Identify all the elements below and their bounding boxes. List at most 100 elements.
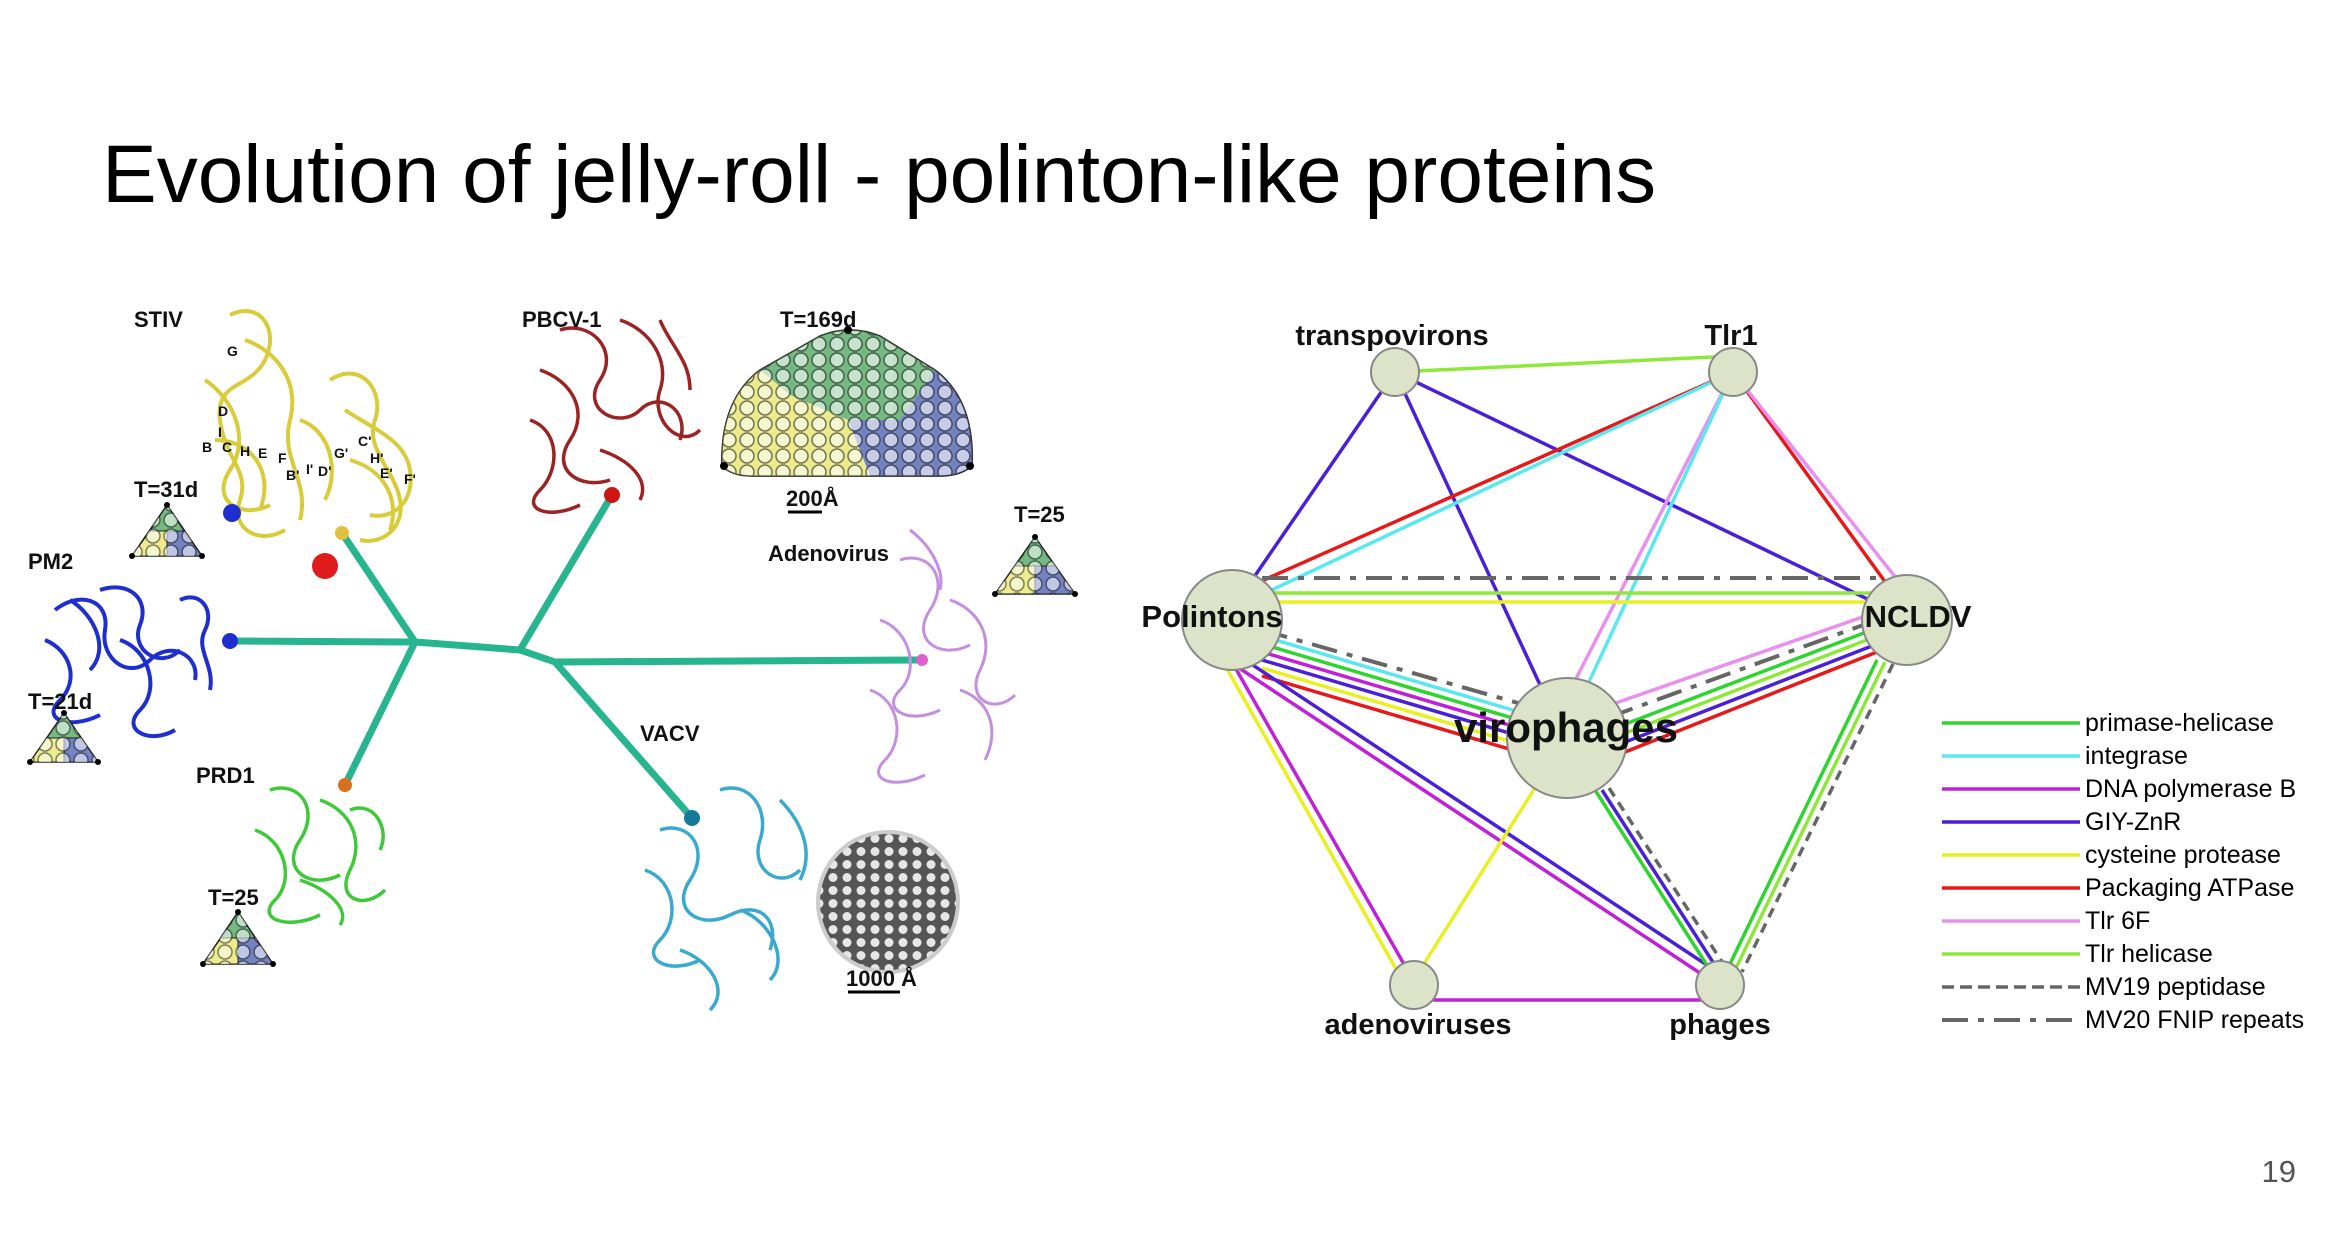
- label-t31d: T=31d: [134, 477, 198, 502]
- node-label-transpovirons: transpovirons: [1295, 320, 1488, 352]
- strand-label: F': [404, 471, 416, 487]
- vacv-structure: [644, 786, 808, 1012]
- gene-network: [1181, 347, 1953, 1010]
- legend-label: Tlr helicase: [2085, 940, 2213, 968]
- edge: [1731, 370, 1909, 614]
- branch-pbcv: [516, 491, 616, 654]
- strand-label: B': [286, 467, 299, 483]
- legend-label: MV20 FNIP repeats: [2085, 1006, 2304, 1034]
- tip-pbcv: [604, 487, 620, 503]
- strand-label: D': [318, 463, 331, 479]
- phylogenetic-tree: G D I B C H E F B' I' D' G' C' H' E' F': [27, 307, 1078, 1012]
- label-prd1: PRD1: [196, 763, 255, 788]
- slide-title: Evolution of jelly-roll - polinton-like …: [102, 129, 1657, 220]
- scale-bar-200: 200Å: [786, 485, 839, 511]
- pbcv-structure: [529, 318, 702, 514]
- node-ncldv: [1861, 574, 1953, 666]
- legend-label: integrase: [2085, 742, 2188, 770]
- node-transpovirons: [1370, 347, 1420, 397]
- branch-adenovirus: [551, 656, 926, 666]
- legend-label: Packaging ATPase: [2085, 874, 2294, 902]
- edge: [1607, 787, 1728, 969]
- tip-stiv: [335, 526, 349, 540]
- edge: [1228, 371, 1397, 613]
- strand-label: C: [222, 439, 232, 455]
- legend-label: Tlr 6F: [2085, 907, 2150, 935]
- strand-label: I': [306, 461, 313, 477]
- prd1-structure: [254, 786, 387, 926]
- label-pm2: PM2: [28, 549, 73, 574]
- edge: [1726, 659, 1879, 969]
- edge: [1593, 789, 1712, 971]
- edge: [1229, 660, 1719, 987]
- branch-stiv: [338, 529, 419, 646]
- label-pbcv: PBCV-1: [522, 307, 601, 332]
- node-tlr1: [1708, 347, 1758, 397]
- edge: [1226, 654, 1415, 981]
- legend-label: cysteine protease: [2085, 841, 2281, 869]
- edge: [1573, 371, 1735, 713]
- label-t25-adenovirus: T=25: [1014, 502, 1065, 527]
- edge: [1609, 610, 1878, 707]
- strand-label: G': [334, 445, 348, 461]
- node-label-phages: phages: [1669, 1009, 1771, 1041]
- label-t25-prd1: T=25: [208, 885, 259, 910]
- edge: [1614, 650, 1878, 758]
- strand-label: H': [370, 450, 383, 466]
- capsid-t169d: [720, 326, 974, 477]
- node-label-ncldv: NCLDV: [1865, 599, 1972, 634]
- edge: [1731, 370, 1917, 604]
- branch-prd1: [341, 638, 419, 789]
- node-label-adenoviruses: adenoviruses: [1325, 1009, 1512, 1041]
- tip-prd1: [338, 778, 352, 792]
- tree-branches: [226, 491, 926, 822]
- edge: [1614, 642, 1878, 748]
- pm2-structure: [44, 585, 213, 739]
- node-label-polintons: Polintons: [1141, 599, 1282, 634]
- edge: [1220, 659, 1407, 986]
- branch-core-right: [516, 646, 559, 666]
- strand-label: B: [202, 439, 212, 455]
- edge: [1558, 371, 1735, 711]
- strand-label: D: [218, 403, 228, 419]
- capsid-t25-prd1: [200, 909, 276, 967]
- node-polintons: [1181, 569, 1283, 671]
- stiv-blue-sphere: [223, 504, 241, 522]
- node-label-tlr1: Tlr1: [1704, 320, 1757, 352]
- node-adenoviruses: [1389, 960, 1439, 1010]
- label-stiv: STIV: [134, 307, 183, 332]
- edge: [1600, 789, 1720, 971]
- stiv-structure: [203, 309, 413, 543]
- strand-label: H: [240, 443, 250, 459]
- legend-label: DNA polymerase B: [2085, 775, 2296, 803]
- vacv-micrograph: [816, 830, 960, 974]
- edge: [1237, 370, 1734, 608]
- network-legend: primase-helicase integrase DNA polymeras…: [1942, 709, 2304, 1034]
- node-label-virophages: virophages: [1454, 704, 1678, 751]
- legend-label: GIY-ZnR: [2085, 808, 2181, 836]
- strand-label: E: [258, 445, 267, 461]
- tip-pm2: [222, 633, 238, 649]
- branch-core: [411, 638, 524, 654]
- edge: [1229, 370, 1734, 597]
- strand-label: G: [227, 343, 238, 359]
- strand-label: F: [278, 450, 287, 466]
- strand-label: I: [218, 424, 222, 440]
- branch-pm2: [226, 637, 419, 646]
- legend-label: MV19 peptidase: [2085, 973, 2266, 1001]
- edge: [1229, 648, 1723, 977]
- capsid-t25-adenovirus: [992, 534, 1078, 597]
- label-t21d: T=21d: [28, 689, 92, 714]
- page-number: 19: [2261, 1154, 2296, 1189]
- edge: [1418, 779, 1542, 971]
- node-virophages: [1506, 677, 1628, 799]
- edge: [1614, 634, 1878, 739]
- edge: [1261, 634, 1561, 726]
- strand-label: C': [358, 433, 371, 449]
- stiv-red-sphere: [312, 553, 338, 579]
- node-phages: [1695, 960, 1745, 1010]
- label-adenovirus: Adenovirus: [768, 541, 889, 566]
- edge: [1740, 663, 1895, 973]
- tip-vacv: [684, 810, 700, 826]
